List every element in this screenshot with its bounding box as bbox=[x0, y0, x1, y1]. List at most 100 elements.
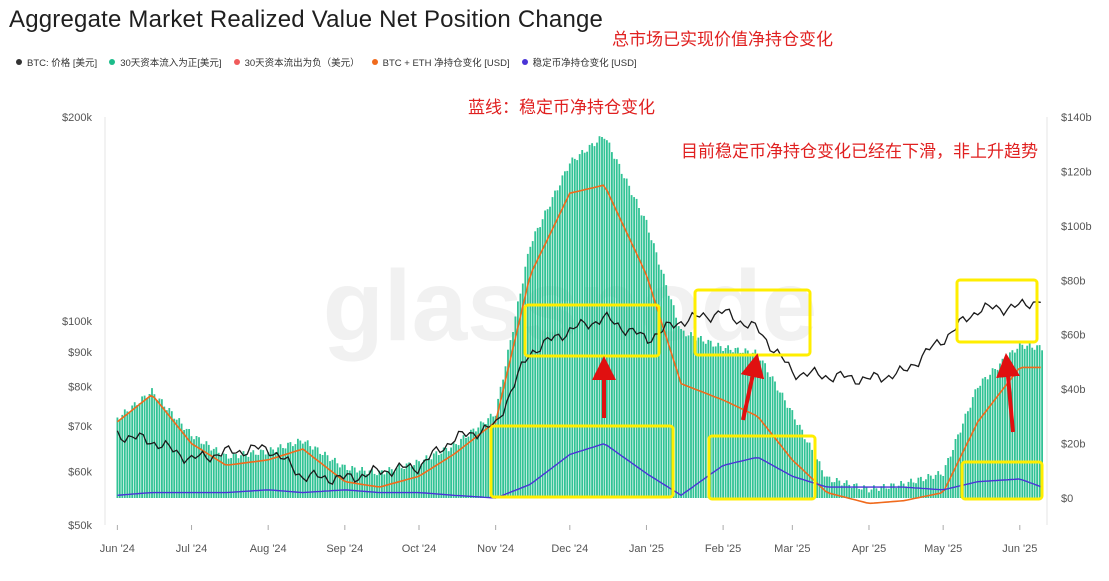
inflow-bar bbox=[994, 369, 996, 498]
legend-item-btceth[interactable]: BTC + ETH 净持仓变化 [USD] bbox=[371, 55, 510, 69]
inflow-bar bbox=[188, 429, 190, 498]
highlight-boxes bbox=[489, 278, 1044, 501]
inflow-bar bbox=[910, 478, 912, 498]
inflow-bar bbox=[247, 456, 250, 498]
x-tick-label: Jan '25 bbox=[629, 543, 664, 555]
legend-item-outflow[interactable]: 30天资本流出为负（美元） bbox=[233, 55, 360, 69]
inflow-bar bbox=[316, 447, 319, 498]
inflow-bar bbox=[882, 484, 885, 498]
inflow-bar bbox=[131, 405, 134, 498]
left-axis-ticks: $200k $100k $90k $80k $70k $60k $50k bbox=[62, 112, 92, 532]
inflow-bar bbox=[801, 429, 804, 498]
inflow-bar bbox=[578, 154, 581, 498]
inflow-bar bbox=[440, 453, 443, 498]
inflow-bar bbox=[875, 488, 878, 498]
inflow-bar bbox=[806, 442, 809, 498]
inflow-bar bbox=[885, 488, 888, 498]
inflow-bar bbox=[821, 470, 823, 498]
left-tick-label: $90k bbox=[68, 347, 92, 359]
inflow-bars bbox=[116, 136, 1043, 499]
inflow-bar bbox=[964, 413, 967, 498]
inflow-bar bbox=[482, 422, 485, 498]
inflow-bar bbox=[442, 447, 445, 498]
annotation-arrows bbox=[592, 353, 1021, 433]
inflow-bar bbox=[492, 416, 495, 498]
annotation-blue-line: 蓝线：稳定币净持仓变化 bbox=[468, 98, 655, 118]
x-tick-label: Feb '25 bbox=[705, 543, 741, 555]
x-tick-label: Aug '24 bbox=[250, 543, 287, 555]
inflow-bar bbox=[591, 143, 593, 498]
inflow-bar bbox=[989, 374, 991, 498]
inflow-bar bbox=[860, 489, 863, 498]
inflow-bar bbox=[512, 332, 514, 498]
inflow-bar bbox=[707, 339, 710, 498]
inflow-bar bbox=[648, 232, 650, 498]
inflow-bar bbox=[561, 175, 564, 498]
legend-item-btc[interactable]: BTC: 价格 [美元] bbox=[16, 55, 97, 69]
inflow-bar bbox=[608, 142, 611, 498]
inflow-bar bbox=[981, 378, 984, 498]
inflow-bar bbox=[163, 406, 166, 498]
inflow-bar bbox=[460, 438, 462, 498]
inflow-bar bbox=[657, 264, 660, 498]
inflow-bar bbox=[245, 454, 247, 498]
inflow-bar bbox=[843, 483, 846, 498]
inflow-bar bbox=[170, 411, 173, 498]
inflow-bar bbox=[576, 160, 579, 498]
inflow-bar bbox=[180, 423, 183, 498]
inflow-bar bbox=[143, 395, 146, 498]
legend-item-inflow[interactable]: 30天资本流入为正[美元] bbox=[109, 55, 222, 69]
inflow-bar bbox=[746, 350, 749, 498]
annotation-total-market: 总市场已实现价值净持仓变化 bbox=[612, 30, 833, 50]
inflow-bar bbox=[126, 411, 129, 498]
legend-label-stable: 稳定币净持仓变化 [USD] bbox=[532, 58, 637, 69]
inflow-bar bbox=[403, 469, 406, 498]
inflow-bar bbox=[123, 409, 126, 498]
legend-item-stable[interactable]: 稳定币净持仓变化 [USD] bbox=[521, 55, 637, 69]
inflow-bar bbox=[692, 336, 695, 498]
inflow-bar bbox=[339, 467, 341, 498]
inflow-bar bbox=[136, 405, 138, 498]
inflow-bar bbox=[541, 219, 544, 498]
inflow-bar bbox=[529, 246, 532, 498]
inflow-bar bbox=[1021, 344, 1024, 498]
inflow-bar bbox=[890, 483, 893, 498]
inflow-bar bbox=[793, 419, 796, 498]
inflow-bar bbox=[161, 399, 163, 498]
inflow-bar bbox=[521, 283, 524, 498]
inflow-bar bbox=[269, 447, 272, 498]
left-tick-label: $100k bbox=[62, 316, 92, 328]
inflow-bar bbox=[292, 446, 294, 498]
inflow-bar bbox=[526, 253, 529, 498]
inflow-bar bbox=[776, 390, 779, 498]
inflow-bar bbox=[514, 316, 517, 498]
inflow-bar bbox=[855, 483, 858, 498]
inflow-bar bbox=[193, 439, 195, 498]
inflow-bar bbox=[309, 446, 312, 498]
inflow-bar bbox=[618, 163, 621, 498]
right-axis-ticks: $140b $120b $100b $80b $60b $40b $20b $0 bbox=[1061, 112, 1092, 505]
inflow-bar bbox=[509, 340, 512, 498]
inflow-bar bbox=[400, 468, 403, 498]
inflow-bar bbox=[831, 482, 833, 498]
inflow-bar bbox=[348, 470, 351, 498]
inflow-bar bbox=[662, 273, 665, 498]
inflow-bar bbox=[724, 348, 727, 498]
x-tick-label: Apr '25 bbox=[852, 543, 887, 555]
legend-label-outflow: 30天资本流出为负（美元） bbox=[244, 58, 360, 69]
inflow-bar bbox=[415, 459, 418, 498]
inflow-bar bbox=[279, 444, 282, 498]
inflow-bar bbox=[252, 450, 255, 498]
inflow-bar bbox=[863, 485, 865, 498]
inflow-bar bbox=[519, 293, 522, 498]
inflow-bar bbox=[195, 436, 198, 498]
inflow-bar bbox=[301, 443, 304, 498]
inflow-bar bbox=[680, 329, 682, 498]
inflow-bar bbox=[897, 485, 900, 498]
legend: BTC: 价格 [美元] 30天资本流入为正[美元] 30天资本流出为负（美元）… bbox=[16, 55, 649, 69]
inflow-bar bbox=[947, 458, 949, 498]
series-lines bbox=[116, 184, 1042, 505]
inflow-bar bbox=[277, 447, 279, 498]
inflow-bar bbox=[892, 483, 895, 498]
